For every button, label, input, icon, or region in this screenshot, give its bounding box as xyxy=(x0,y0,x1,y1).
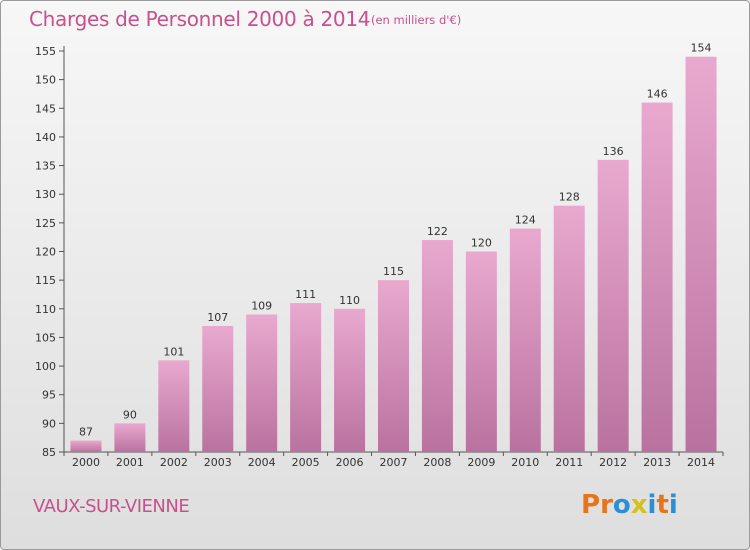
proxiti-logo[interactable]: Proxiti xyxy=(581,490,678,520)
bar xyxy=(509,228,541,452)
chart-subtitle: (en milliers d'€) xyxy=(371,13,462,27)
bar-value-label: 109 xyxy=(251,300,272,313)
y-tick-label: 125 xyxy=(35,217,56,230)
bar xyxy=(597,159,629,453)
y-tick-label: 145 xyxy=(35,102,56,115)
y-tick-label: 135 xyxy=(35,160,56,173)
y-tick-label: 120 xyxy=(35,246,56,259)
bar-value-label: 115 xyxy=(383,265,404,278)
x-tick-label: 2009 xyxy=(467,456,495,469)
y-tick-label: 115 xyxy=(35,274,56,287)
bar xyxy=(465,251,497,452)
bar-value-label: 120 xyxy=(471,237,492,250)
y-tick-label: 100 xyxy=(35,360,56,373)
bar xyxy=(114,423,146,452)
bar-value-label: 154 xyxy=(691,42,712,55)
bar xyxy=(641,102,673,453)
x-tick-label: 2013 xyxy=(643,456,671,469)
y-tick-label: 110 xyxy=(35,303,56,316)
logo-letter: P xyxy=(581,490,601,520)
logo-letter: r xyxy=(600,490,613,520)
y-tick-label: 150 xyxy=(35,74,56,87)
x-tick-label: 2011 xyxy=(555,456,583,469)
bar-value-label: 90 xyxy=(123,408,137,421)
x-tick-label: 2000 xyxy=(72,456,100,469)
x-tick-label: 2003 xyxy=(204,456,232,469)
bar xyxy=(246,314,278,452)
logo-letter: i xyxy=(647,490,657,520)
bar-value-label: 128 xyxy=(559,191,580,204)
bar xyxy=(553,205,585,452)
place-name: VAUX-SUR-VIENNE xyxy=(33,496,190,517)
bar xyxy=(421,240,453,452)
x-tick-label: 2008 xyxy=(423,456,451,469)
x-tick-label: 2010 xyxy=(511,456,539,469)
logo-letter: o xyxy=(612,490,631,520)
bar-value-label: 111 xyxy=(295,288,316,301)
chart-title: Charges de Personnel 2000 à 2014 xyxy=(29,7,371,31)
bar-value-label: 124 xyxy=(515,214,536,227)
bar xyxy=(158,360,190,452)
y-tick-label: 95 xyxy=(42,389,56,402)
logo-letter: t xyxy=(656,490,669,520)
logo-letter: i xyxy=(668,490,678,520)
bar xyxy=(290,303,322,452)
bar xyxy=(334,308,366,452)
y-tick-label: 130 xyxy=(35,188,56,201)
logo-letter: x xyxy=(630,490,648,520)
x-tick-label: 2014 xyxy=(687,456,715,469)
bar xyxy=(70,440,102,452)
bar xyxy=(202,325,234,452)
x-tick-label: 2005 xyxy=(292,456,320,469)
y-tick-label: 140 xyxy=(35,131,56,144)
bar-value-label: 101 xyxy=(163,345,184,358)
bar-value-label: 122 xyxy=(427,225,448,238)
x-tick-label: 2001 xyxy=(116,456,144,469)
bar-value-label: 110 xyxy=(339,294,360,307)
bar-value-label: 107 xyxy=(207,311,228,324)
x-tick-label: 2006 xyxy=(336,456,364,469)
y-tick-label: 85 xyxy=(42,446,56,459)
bar xyxy=(378,280,409,452)
y-tick-label: 155 xyxy=(35,45,56,58)
x-tick-label: 2012 xyxy=(599,456,627,469)
bar-value-label: 87 xyxy=(79,426,93,439)
x-tick-label: 2007 xyxy=(380,456,408,469)
x-tick-label: 2002 xyxy=(160,456,188,469)
y-tick-label: 90 xyxy=(42,417,56,430)
bar-value-label: 146 xyxy=(647,88,668,101)
y-tick-label: 105 xyxy=(35,331,56,344)
bar-value-label: 136 xyxy=(603,145,624,158)
x-tick-label: 2004 xyxy=(248,456,276,469)
bar xyxy=(685,56,717,452)
